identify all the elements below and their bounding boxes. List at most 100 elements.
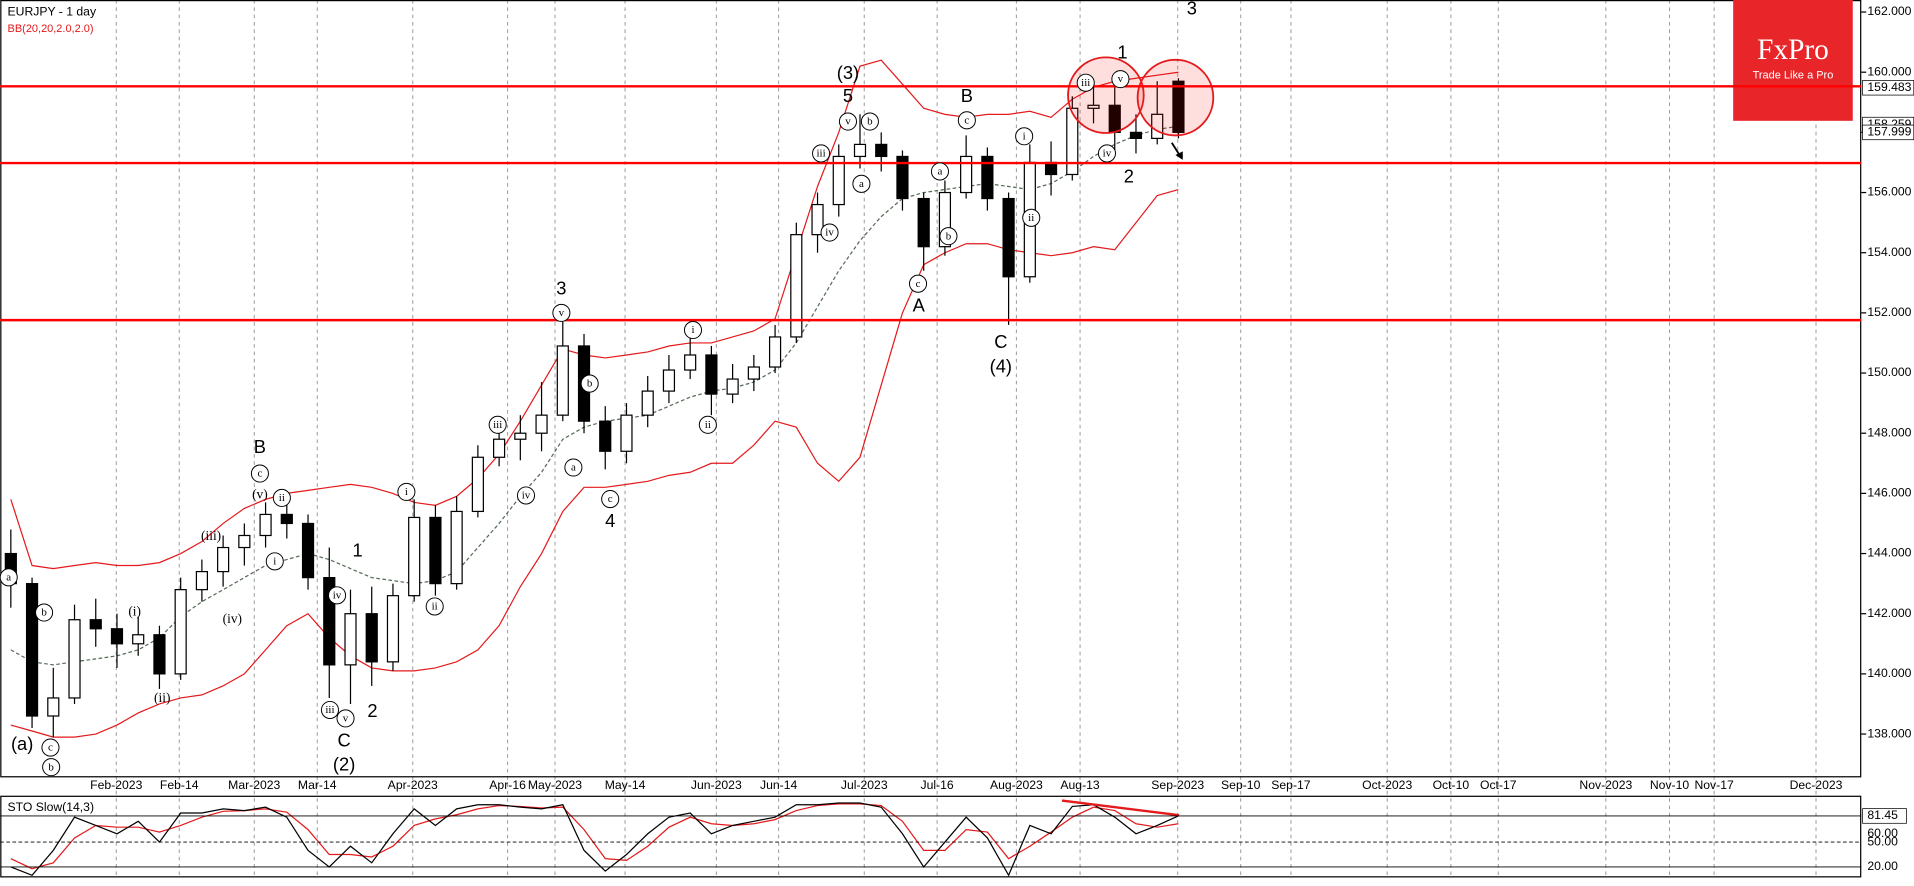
- bollinger-lower: [10, 188, 1179, 738]
- wave-marker: [1111, 70, 1130, 89]
- candle-body: [641, 390, 654, 416]
- wave-marker: [41, 738, 60, 757]
- wave-marker: [564, 458, 583, 477]
- x-tick-label: Sep-2023: [1151, 778, 1204, 792]
- wave-marker: [580, 374, 599, 393]
- price-panel-border: [0, 0, 1862, 778]
- wave-label: iii: [816, 148, 825, 160]
- wave-label: i: [1023, 130, 1026, 142]
- wave-label: b: [946, 230, 952, 242]
- candle-body: [493, 438, 506, 458]
- x-tick-label: Nov-2023: [1579, 778, 1632, 792]
- candle-body: [259, 513, 272, 537]
- candle-body: [1087, 104, 1100, 109]
- wave-label: b: [41, 607, 47, 619]
- y-tick-label: 140.000: [1867, 666, 1911, 680]
- candle-body: [662, 369, 676, 392]
- x-tick-label: Jun-2023: [691, 778, 742, 792]
- candle-body: [429, 516, 442, 585]
- candle-body: [89, 619, 102, 630]
- candle-body: [747, 366, 760, 380]
- wave-label: iii: [1081, 77, 1090, 89]
- wave-label: c: [608, 493, 613, 505]
- wave-marker: [265, 552, 284, 571]
- wave-marker: [425, 597, 444, 616]
- x-tick-label: Nov-10: [1650, 778, 1690, 792]
- candle-body: [705, 354, 718, 395]
- wave-label: b: [587, 378, 593, 390]
- stochastic-tick-label: 50.00: [1867, 834, 1898, 848]
- candle-body: [174, 589, 187, 675]
- wave-label: B: [254, 436, 266, 457]
- x-tick-label: Jun-14: [760, 778, 797, 792]
- wave-label: C: [338, 729, 351, 750]
- wave-marker: [272, 488, 291, 507]
- wave-marker: [1076, 73, 1095, 92]
- x-tick-label: May-2023: [528, 778, 582, 792]
- stochastic-k: [10, 802, 1179, 877]
- wave-label: 3: [556, 278, 566, 299]
- wave-label: 5: [843, 85, 853, 106]
- candle-body: [535, 414, 548, 434]
- x-tick-label: Aug-13: [1060, 778, 1100, 792]
- wave-marker: [35, 603, 54, 622]
- wave-label: (v): [252, 487, 268, 502]
- stochastic-tick-label: 20.00: [1867, 859, 1898, 873]
- x-tick-label: Nov-17: [1694, 778, 1734, 792]
- candle-body: [301, 522, 315, 579]
- wave-label: a: [571, 462, 576, 474]
- wave-label: ii: [1028, 212, 1034, 224]
- candle-body: [853, 143, 867, 158]
- wave-marker: [250, 464, 269, 483]
- wave-marker: [930, 162, 949, 181]
- y-tick-label: 154.000: [1867, 245, 1911, 259]
- stochastic-tag: [1862, 808, 1907, 824]
- wave-marker: [601, 490, 620, 509]
- logo-tagline: Trade Like a Pro: [1753, 70, 1834, 82]
- wave-label: iv: [333, 589, 342, 601]
- stochastic-title: STO Slow(14,3): [8, 800, 94, 814]
- candle-body: [960, 155, 973, 194]
- wave-marker: [1022, 208, 1041, 227]
- candle-body: [917, 197, 930, 248]
- wave-label: (3): [837, 62, 859, 83]
- candle-body: [110, 628, 124, 645]
- wave-label: ii: [705, 419, 711, 431]
- bollinger-upper: [10, 59, 1179, 570]
- logo-box: [1733, 0, 1853, 121]
- wave-label: 1: [1117, 41, 1127, 62]
- wave-marker: [320, 700, 340, 720]
- x-tick-label: Aug-2023: [990, 778, 1043, 792]
- x-tick-label: Oct-2023: [1362, 778, 1412, 792]
- x-tick-label: Feb-2023: [90, 778, 142, 792]
- x-tick-label: Jul-16: [921, 778, 954, 792]
- x-tick-label: Apr-16: [489, 778, 526, 792]
- candle-body: [217, 546, 230, 573]
- wave-label: a: [859, 178, 864, 190]
- wave-label: a: [938, 166, 943, 178]
- wave-marker: [852, 174, 871, 193]
- wave-label: 1: [352, 540, 362, 561]
- highlight-circle: [1136, 58, 1215, 137]
- wave-label: (ii): [154, 690, 170, 705]
- candle-body: [323, 577, 336, 666]
- candle-body: [68, 619, 81, 699]
- wave-label: iii: [493, 419, 502, 431]
- wave-label: ii: [279, 492, 285, 504]
- candle-body: [896, 155, 909, 200]
- candle-body: [875, 143, 888, 158]
- wave-label: v: [343, 713, 349, 725]
- wave-label: iv: [522, 490, 531, 502]
- y-tick-label: 156.000: [1867, 185, 1911, 199]
- x-tick-label: May-14: [605, 778, 646, 792]
- candle-body: [1066, 107, 1079, 176]
- y-tick-label: 142.000: [1867, 606, 1911, 620]
- y-tick-label: 144.000: [1867, 546, 1911, 560]
- wave-marker: [820, 223, 839, 242]
- wave-marker: [328, 586, 347, 605]
- candle-body: [832, 155, 845, 206]
- wave-label: 2: [367, 700, 377, 721]
- wave-marker: [838, 112, 857, 131]
- wave-label: iii: [325, 704, 334, 716]
